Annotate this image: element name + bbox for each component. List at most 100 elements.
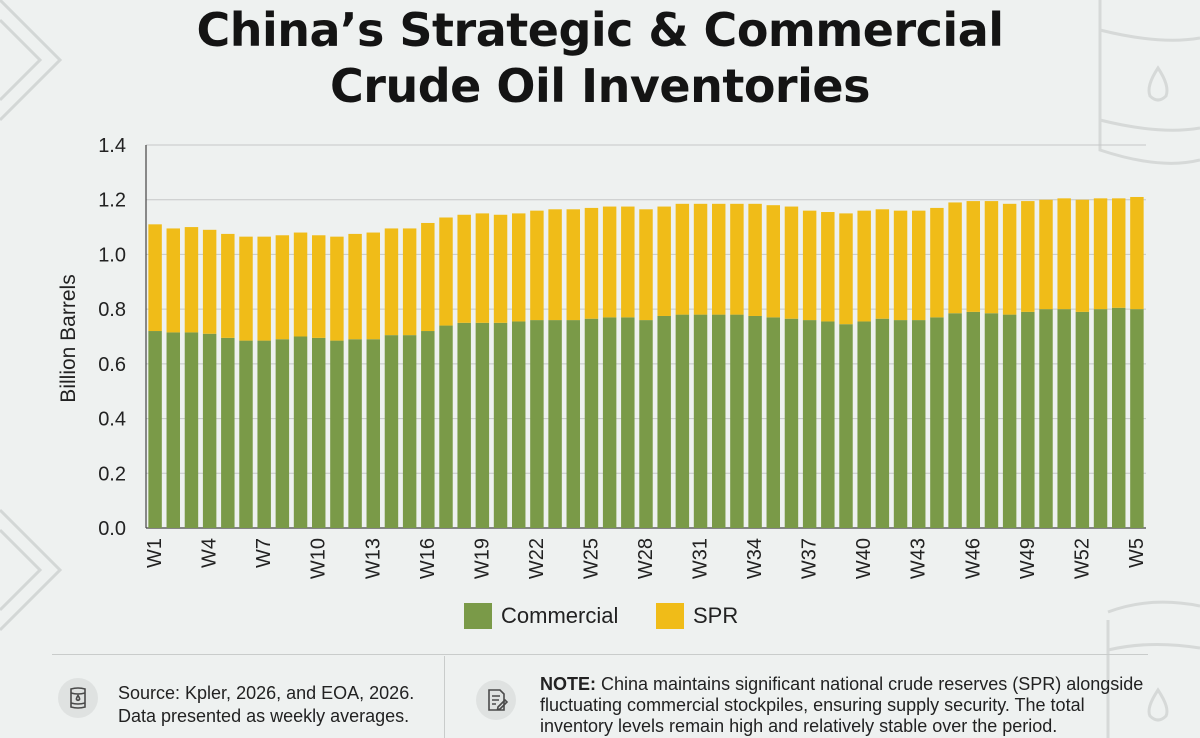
x-tick-label: W31 [690,538,712,579]
bar-spr [512,213,526,322]
bar-commercial [893,320,908,528]
bar-commercial [1057,309,1071,528]
bar-spr [784,206,799,319]
note-text: NOTE: China maintains significant nation… [540,674,1160,737]
y-tick-label: 0.0 [98,518,126,540]
bar-spr [184,227,199,333]
x-tick-label: W25 [580,538,602,579]
bar-spr [675,203,690,315]
bar-commercial [621,317,635,528]
bar-spr [566,209,580,321]
bar-commercial [1093,309,1108,528]
bar-spr [875,209,890,319]
bar-spr [912,210,926,321]
bar-spr [548,209,562,321]
bar-spr [366,232,380,340]
y-tick-label: 0.4 [98,409,126,431]
bar-commercial [566,320,580,528]
bar-spr [312,235,326,338]
bar-spr [384,228,399,336]
bar-commercial [202,333,217,528]
x-tick-label: W40 [853,538,875,579]
bar-spr [275,235,290,340]
bar-spr [166,228,180,333]
bar-commercial [275,339,290,528]
bar-commercial [857,321,871,528]
bar-commercial [548,320,562,528]
oil-barrel-icon [58,678,98,718]
bar-spr [639,209,653,321]
bar-commercial [257,340,271,528]
bar-commercial [384,335,399,528]
bar-commercial [348,339,362,528]
bar-spr [930,207,944,318]
bar-spr [402,228,417,336]
bar-spr [821,212,835,322]
bar-commercial [657,315,671,528]
bar-spr [1130,196,1144,310]
x-tick-label: W4 [199,538,221,568]
bar-spr [802,210,817,321]
bar-commercial [493,322,508,528]
x-tick-label: W13 [362,538,384,579]
y-axis-label: Billion Barrels [57,274,80,402]
legend-swatch-spr [656,603,684,629]
bar-commercial [802,320,817,528]
bar-commercial [148,331,162,528]
bar-spr [148,224,162,332]
bar-commercial [966,311,980,528]
bar-commercial [475,322,490,528]
bar-commercial [184,332,199,528]
footer-vertical-divider [444,656,445,738]
bar-commercial [330,340,344,528]
x-tick-label: W52 [1071,538,1093,579]
source-line-1: Source: Kpler, 2026, and EOA, 2026. [118,683,415,703]
bar-spr [1039,199,1053,310]
bar-commercial [639,320,653,528]
bar-commercial [1112,307,1126,528]
y-tick-label: 1.2 [98,190,126,212]
bar-spr [457,214,471,323]
bar-spr [621,206,635,318]
bar-commercial [530,320,544,528]
bar-commercial [602,317,617,528]
bar-commercial [293,336,308,528]
bar-spr [839,213,853,325]
bar-spr [712,203,726,315]
bar-spr [984,201,999,314]
y-tick-label: 1.4 [98,135,126,157]
bar-spr [730,203,744,315]
bar-spr [439,217,453,326]
bar-commercial [439,325,453,528]
bar-spr [348,233,362,340]
bar-commercial [221,337,235,528]
x-tick-label: W43 [908,538,930,579]
x-tick-label: W19 [471,538,493,579]
y-tick-label: 0.8 [98,299,126,321]
bar-spr [948,202,962,314]
bar-commercial [1039,309,1053,528]
bar-commercial [1021,311,1035,528]
bar-commercial [821,321,835,528]
bar-commercial [675,314,690,528]
legend-label-spr: SPR [693,603,738,628]
bar-commercial [239,340,253,528]
bar-spr [530,210,544,321]
x-tick-label: W49 [1017,538,1039,579]
bar-spr [1093,198,1108,310]
bar-spr [221,233,235,338]
bar-spr [293,232,308,337]
bar-commercial [912,320,926,528]
chart-title-line-1: China’s Strategic & Commercial [196,3,1004,57]
bar-commercial [1130,309,1144,528]
x-tick-label: W7 [253,538,275,568]
bar-commercial [512,321,526,528]
bar-commercial [748,315,762,528]
x-tick-label: W16 [417,538,439,579]
bar-commercial [1075,311,1090,528]
source-note: Source: Kpler, 2026, and EOA, 2026. Data… [118,682,414,728]
bar-spr [1075,199,1090,312]
bar-commercial [875,318,890,528]
bar-spr [893,210,908,321]
y-tick-label: 0.2 [98,463,126,485]
